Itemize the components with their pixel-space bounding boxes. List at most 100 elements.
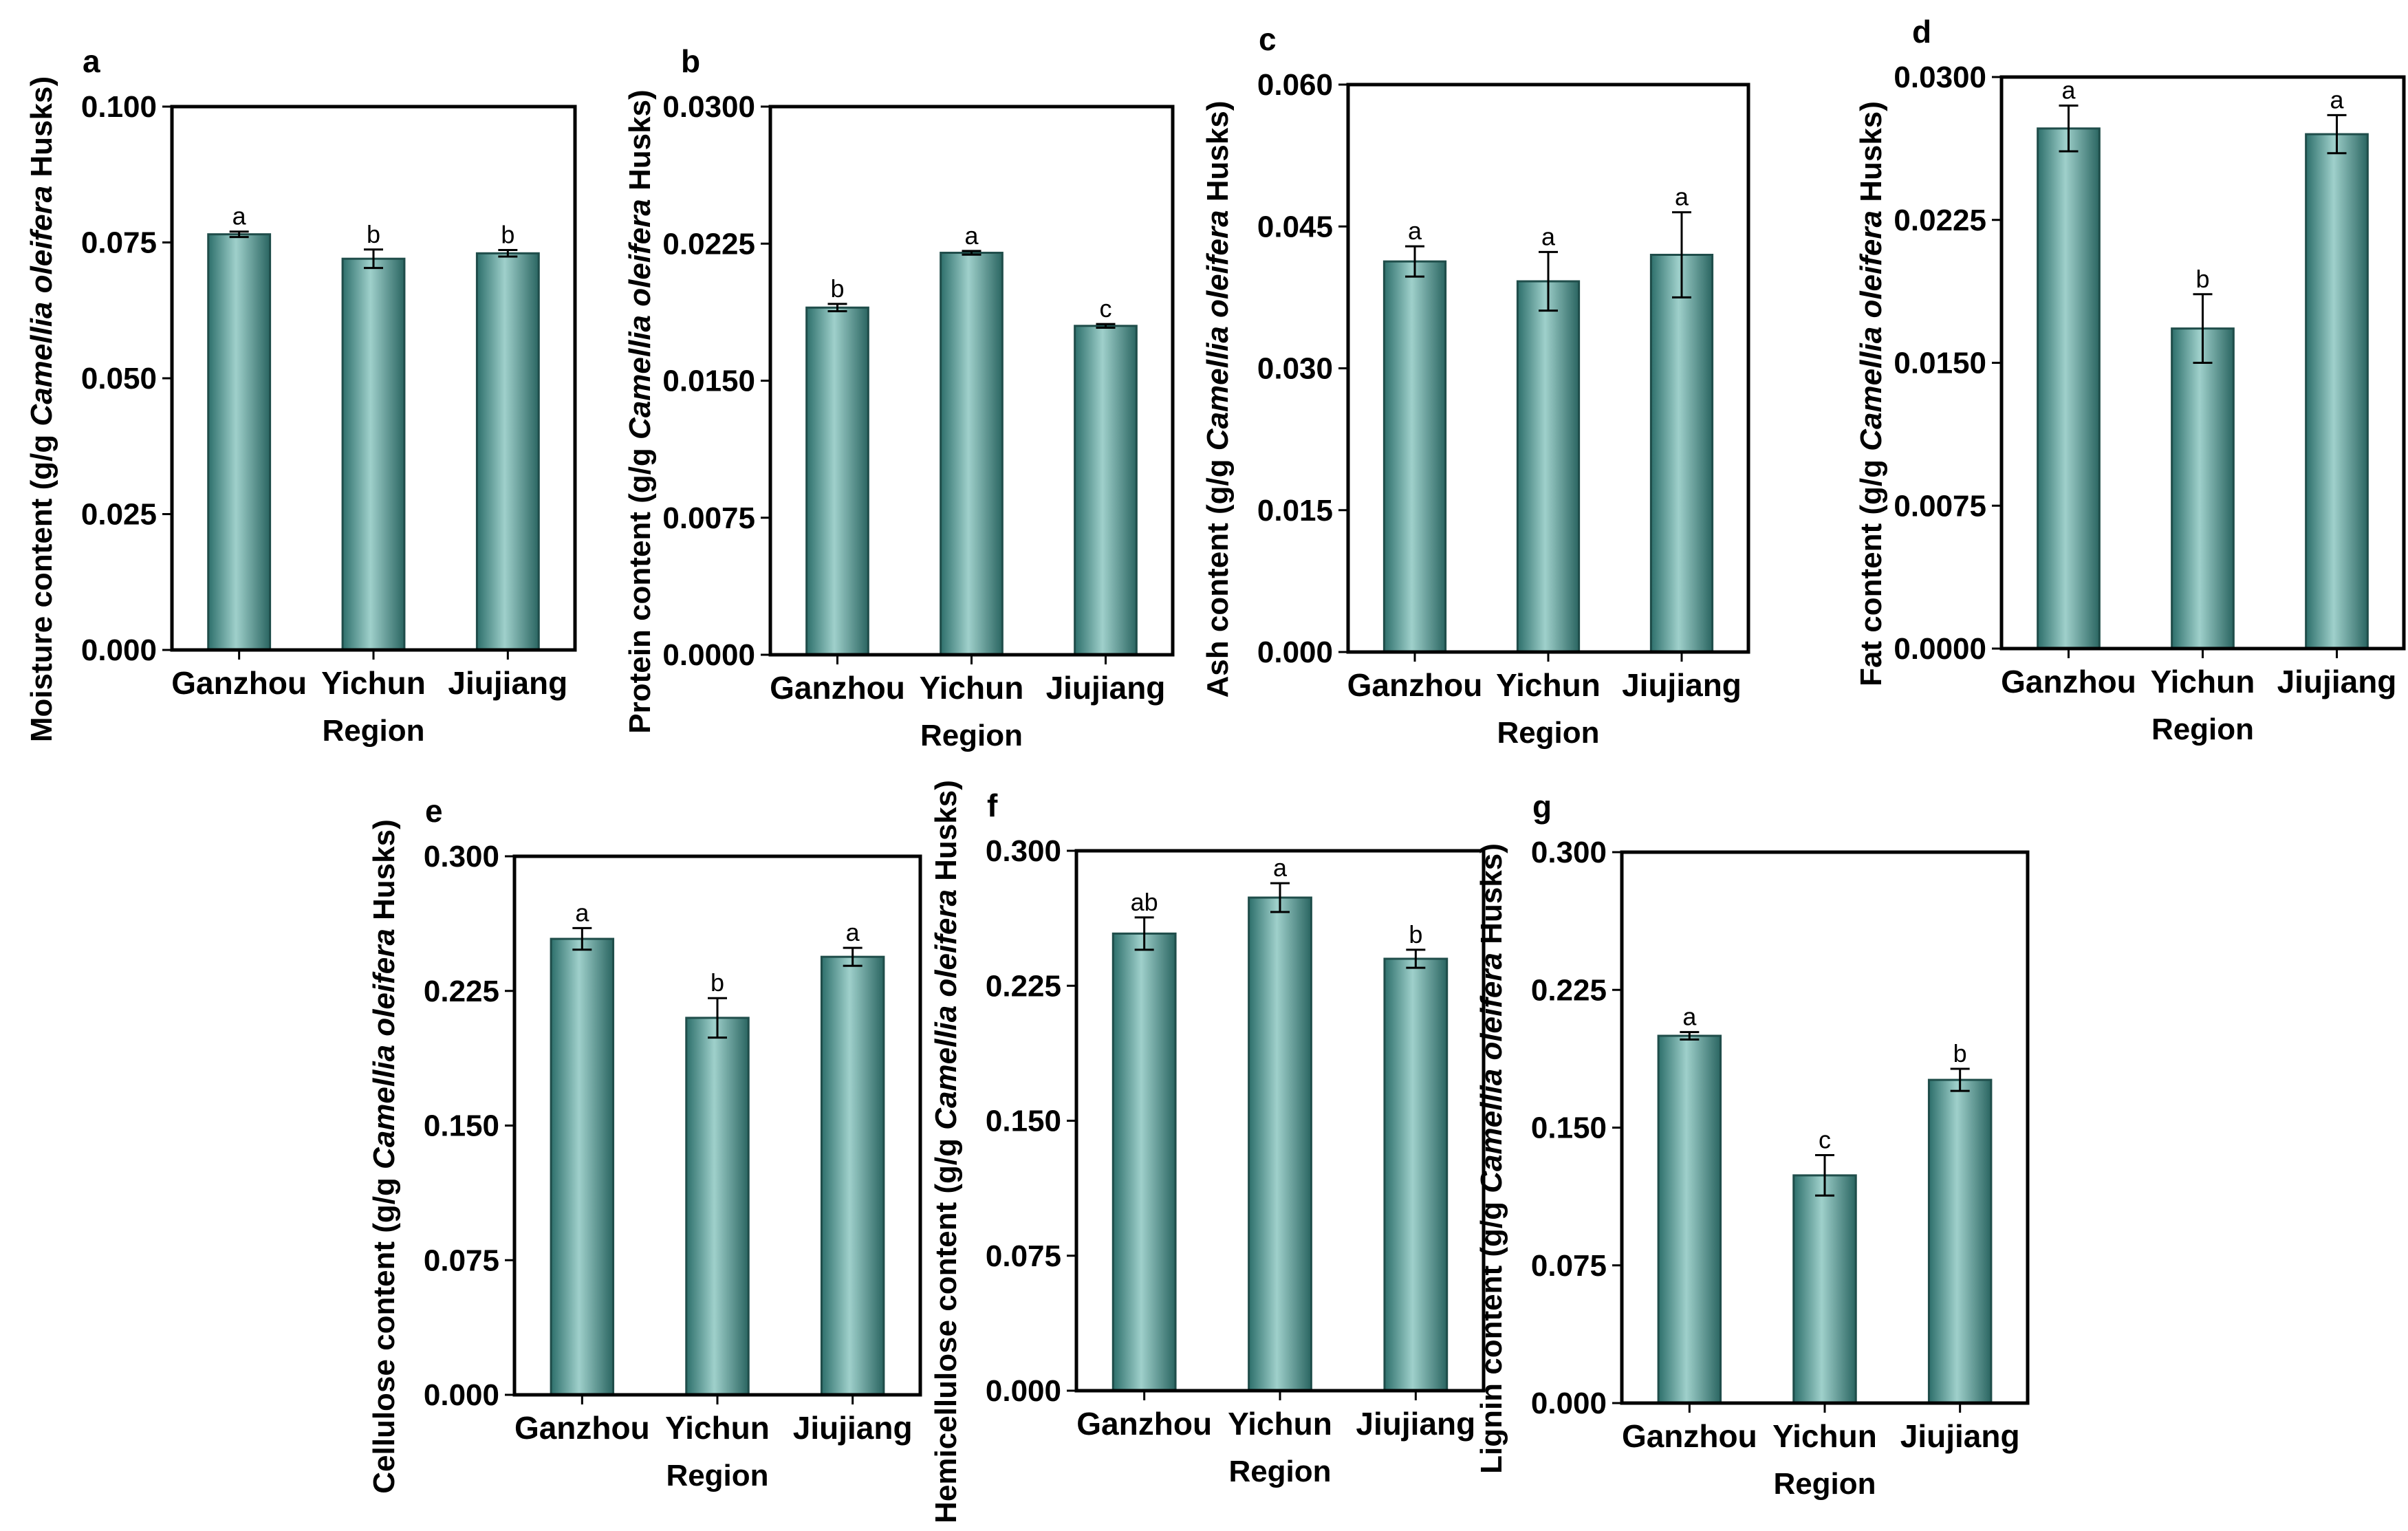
- y-tick-label: 0.0075: [1894, 489, 1986, 523]
- y-tick-label: 0.300: [424, 840, 499, 873]
- y-tick-label: 0.0000: [662, 638, 755, 672]
- y-tick-label: 0.075: [424, 1244, 499, 1277]
- significance-letter: b: [2195, 265, 2209, 293]
- bar: [805, 306, 869, 656]
- bar: [1927, 1078, 1993, 1404]
- y-axis-label: Lignin content (g/g Camellia oleifera Hu…: [1475, 843, 1508, 1474]
- y-axis-label: Moisture content (g/g Camellia oleifera …: [25, 76, 58, 742]
- significance-letter: a: [846, 918, 860, 946]
- y-tick-label: 0.050: [81, 362, 157, 395]
- bar: [1516, 280, 1581, 653]
- panel-e: e a Ganzhou b Yichun a Jiujiang 0.000 0.075 0.150…: [367, 793, 922, 1494]
- error-bar: [1270, 882, 1290, 913]
- y-tick-label: 0.300: [1531, 836, 1607, 869]
- x-tick-label: Yichun: [2151, 664, 2255, 699]
- x-tick-label: Yichun: [1496, 667, 1601, 703]
- panel-f: f ab Ganzhou a Yichun b Jiujiang 0.000 0.075 0.15…: [929, 780, 1486, 1523]
- bar: [1248, 896, 1312, 1392]
- x-tick-label: Yichun: [1228, 1406, 1332, 1442]
- panel-label: g: [1532, 789, 1552, 825]
- x-tick-label: Jiujiang: [1900, 1418, 2020, 1454]
- error-bar: [1405, 245, 1424, 278]
- x-axis-label: Region: [1773, 1467, 1876, 1501]
- y-tick-label: 0.0000: [1894, 632, 1986, 666]
- x-tick-label: Ganzhou: [1347, 667, 1483, 703]
- error-bar: [1950, 1067, 1970, 1092]
- x-axis-label: Region: [920, 719, 1023, 752]
- y-tick-label: 0.0300: [1894, 61, 1986, 94]
- significance-letter: ab: [1131, 888, 1158, 916]
- bar: [1111, 932, 1177, 1392]
- y-axis-label: Protein content (g/g Camellia oleifera H…: [623, 89, 657, 733]
- x-tick-label: Ganzhou: [2001, 664, 2136, 699]
- error-bar: [827, 303, 847, 313]
- bar: [1382, 260, 1447, 653]
- y-tick-label: 0.025: [81, 498, 157, 532]
- y-axis-label: Ash content (g/g Camellia oleifera Husks…: [1201, 101, 1235, 698]
- x-tick-label: Jiujiang: [2277, 664, 2397, 699]
- plot-frame: [1346, 83, 1750, 654]
- error-bar: [1096, 323, 1116, 329]
- x-tick-label: Jiujiang: [793, 1410, 913, 1446]
- error-bar: [1406, 948, 1426, 969]
- significance-letter: c: [1100, 294, 1112, 323]
- bar: [820, 955, 885, 1396]
- bar: [475, 252, 540, 651]
- bar: [940, 252, 1004, 656]
- error-bar: [843, 946, 863, 967]
- y-tick-label: 0.300: [986, 834, 1061, 868]
- x-axis-label: Region: [2151, 713, 2254, 746]
- y-tick-label: 0.000: [424, 1378, 499, 1412]
- error-bar: [708, 997, 727, 1039]
- significance-letter: b: [711, 968, 724, 997]
- y-tick-label: 0.045: [1257, 210, 1333, 243]
- y-tick-label: 0.100: [81, 90, 157, 124]
- error-bar: [1680, 1031, 1700, 1041]
- y-tick-label: 0.075: [81, 226, 157, 260]
- y-axis-label: Hemicellulose content (g/g Camellia olei…: [929, 780, 963, 1523]
- y-tick-label: 0.0075: [662, 501, 755, 535]
- x-tick-label: Yichun: [1772, 1418, 1877, 1454]
- panel-label: e: [425, 793, 443, 829]
- significance-letter: a: [2330, 85, 2344, 113]
- error-bar: [2327, 113, 2347, 155]
- error-bar: [2193, 293, 2213, 364]
- panel-c: c a Ganzhou a Yichun a Jiujiang 0.000 0.015 0.030…: [1201, 21, 1750, 750]
- error-bar: [1539, 250, 1558, 312]
- bar: [685, 1017, 750, 1396]
- x-tick-label: Yichun: [665, 1410, 770, 1446]
- bar: [550, 937, 615, 1396]
- y-tick-label: 0.150: [424, 1109, 499, 1143]
- plot-frame: [768, 105, 1175, 657]
- y-tick-label: 0.060: [1257, 68, 1333, 102]
- error-bar: [1134, 916, 1154, 951]
- y-tick-label: 0.0225: [1894, 204, 1986, 237]
- plot-frame: [1620, 850, 2030, 1405]
- y-tick-label: 0.150: [1531, 1111, 1607, 1145]
- panel-b: b b Ganzhou a Yichun c Jiujiang 0.0000 0.0075 0.0…: [623, 43, 1175, 752]
- x-tick-label: Jiujiang: [448, 665, 567, 701]
- bar: [2037, 127, 2101, 650]
- y-tick-label: 0.030: [1257, 352, 1333, 386]
- bar: [2171, 327, 2235, 650]
- bar: [1074, 325, 1138, 656]
- plot-frame: [1074, 849, 1486, 1393]
- x-tick-label: Ganzhou: [171, 665, 307, 701]
- y-tick-label: 0.0150: [1894, 347, 1986, 380]
- panel-label: f: [987, 788, 998, 823]
- x-tick-label: Yichun: [321, 665, 426, 701]
- y-tick-label: 0.000: [986, 1374, 1061, 1408]
- significance-letter: a: [1675, 183, 1689, 211]
- error-bar: [1815, 1154, 1834, 1197]
- significance-letter: a: [1408, 217, 1422, 245]
- x-tick-label: Ganzhou: [1622, 1418, 1757, 1454]
- plot-frame: [1999, 75, 2406, 651]
- x-axis-label: Region: [666, 1459, 768, 1492]
- significance-letter: b: [830, 274, 844, 303]
- y-tick-label: 0.015: [1257, 494, 1333, 528]
- significance-letter: b: [501, 221, 514, 249]
- bar: [1657, 1034, 1722, 1404]
- panel-label: a: [83, 43, 100, 79]
- y-tick-label: 0.225: [1531, 973, 1607, 1007]
